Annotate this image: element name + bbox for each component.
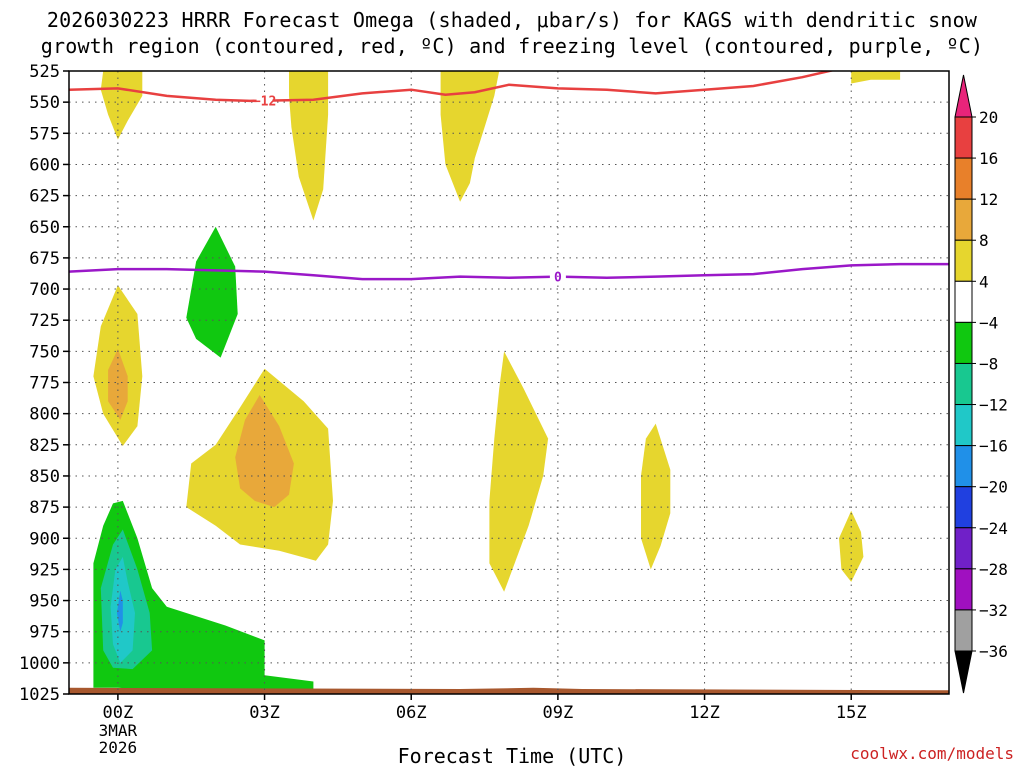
chart-title-line-1: 2026030223 HRRR Forecast Omega (shaded, … — [46, 8, 978, 32]
colorbar-swatch-7 — [954, 362, 973, 406]
y-tick-label-700: 700 — [29, 280, 60, 300]
y-tick-label-800: 800 — [29, 405, 60, 425]
colorbar-swatch-10 — [954, 486, 973, 529]
colorbar-label-10: −24 — [979, 519, 1008, 538]
y-tick-label-550: 550 — [29, 93, 60, 113]
colorbar-swatch-13 — [954, 609, 973, 652]
colorbar-label-12: −32 — [979, 601, 1008, 620]
y-tick-label-675: 675 — [29, 249, 60, 269]
dendritic-growth-region-label: −12 — [253, 95, 276, 110]
y-tick-label-1025: 1025 — [19, 685, 60, 705]
colorbar-label-8: −16 — [979, 437, 1008, 456]
freezing-level-label-bg — [549, 270, 566, 283]
colorbar-top-arrow — [954, 74, 973, 118]
omega-region-y4-2 — [440, 71, 500, 202]
ground-band — [69, 687, 949, 694]
y-tick-label-750: 750 — [29, 342, 60, 362]
y-tick-label-775: 775 — [29, 374, 60, 394]
colorbar-bottom-arrow — [954, 650, 973, 694]
x-tick-label-6: 06Z — [396, 703, 427, 723]
y-tick-label-925: 925 — [29, 560, 60, 580]
y-tick-label-1000: 1000 — [19, 654, 60, 674]
freezing-level-label: 0 — [554, 271, 562, 286]
x-tick-label-0: 00Z — [103, 703, 134, 723]
y-tick-label-825: 825 — [29, 436, 60, 456]
x-date-label-1: 2026 — [99, 738, 138, 757]
y-tick-label-725: 725 — [29, 311, 60, 331]
x-date-label-0: 3MAR — [99, 721, 138, 740]
shaded-omega-layer — [69, 71, 949, 694]
y-tick-label-525: 525 — [29, 62, 60, 82]
colorbar-label-3: 8 — [979, 231, 989, 250]
x-axis-label: Forecast Time (UTC) — [397, 744, 627, 768]
x-tick-label-3: 03Z — [249, 703, 280, 723]
omega-region-y4-0 — [100, 71, 143, 140]
x-tick-label-15: 15Z — [836, 703, 867, 723]
colorbar-label-9: −20 — [979, 478, 1008, 497]
colorbar-label-6: −8 — [979, 354, 998, 373]
x-tick-label-12: 12Z — [689, 703, 720, 723]
colorbar-label-4: 4 — [979, 272, 989, 291]
colorbar-swatch-1 — [954, 116, 973, 159]
source-credit: coolwx.com/models — [850, 744, 1014, 763]
colorbar-swatch-6 — [954, 321, 973, 364]
omega-region-y4-10 — [641, 423, 671, 570]
colorbar-label-11: −28 — [979, 560, 1008, 579]
dendritic-growth-region-contour — [69, 71, 835, 103]
colorbar-label-13: −36 — [979, 642, 1008, 661]
y-tick-label-625: 625 — [29, 187, 60, 207]
colorbar-swatch-9 — [954, 445, 973, 488]
colorbar-swatch-3 — [954, 198, 973, 241]
y-tick-label-950: 950 — [29, 592, 60, 612]
colorbar-label-0: 20 — [979, 108, 998, 127]
y-tick-label-900: 900 — [29, 529, 60, 549]
colorbar-swatch-8 — [954, 404, 973, 447]
chart-title-line-2: growth region (contoured, red, ºC) and f… — [40, 34, 984, 58]
colorbar-swatch-4 — [954, 239, 973, 282]
colorbar-label-1: 16 — [979, 149, 998, 168]
y-tick-label-575: 575 — [29, 124, 60, 144]
omega-region-y4-9 — [489, 351, 549, 592]
colorbar-label-7: −12 — [979, 396, 1008, 415]
colorbar-label-5: −4 — [979, 313, 998, 332]
dendritic-growth-region-label-bg — [256, 94, 273, 107]
y-tick-label-600: 600 — [29, 155, 60, 175]
colorbar-swatch-5 — [954, 280, 973, 323]
colorbar-swatch-2 — [954, 157, 973, 200]
y-tick-label-875: 875 — [29, 498, 60, 518]
y-tick-label-850: 850 — [29, 467, 60, 487]
colorbar-swatch-12 — [954, 568, 973, 611]
freezing-level-contour — [69, 262, 949, 281]
omega-region-y4-1 — [289, 71, 329, 221]
omega-region-g4-8 — [186, 226, 238, 358]
x-tick-label-9: 09Z — [543, 703, 574, 723]
y-tick-label-975: 975 — [29, 623, 60, 643]
omega-region-o8-7 — [235, 395, 294, 508]
y-tick-label-650: 650 — [29, 218, 60, 238]
colorbar-swatch-11 — [954, 527, 973, 570]
colorbar-label-2: 12 — [979, 190, 998, 209]
omega-region-y4-3 — [851, 71, 901, 84]
